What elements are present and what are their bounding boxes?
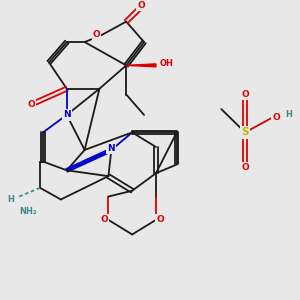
Text: O: O	[241, 163, 249, 172]
Text: NH₂: NH₂	[19, 207, 37, 216]
Text: H: H	[7, 195, 14, 204]
Text: N: N	[63, 110, 70, 119]
Text: O: O	[137, 1, 145, 10]
Polygon shape	[126, 64, 156, 67]
Text: O: O	[272, 113, 280, 122]
Text: O: O	[27, 100, 35, 109]
Text: O: O	[93, 30, 101, 39]
Text: O: O	[241, 90, 249, 99]
Text: H: H	[285, 110, 292, 119]
Text: O: O	[157, 215, 164, 224]
Text: N: N	[107, 144, 115, 153]
Text: OH: OH	[159, 59, 173, 68]
Text: S: S	[242, 128, 249, 137]
Text: O: O	[100, 215, 108, 224]
